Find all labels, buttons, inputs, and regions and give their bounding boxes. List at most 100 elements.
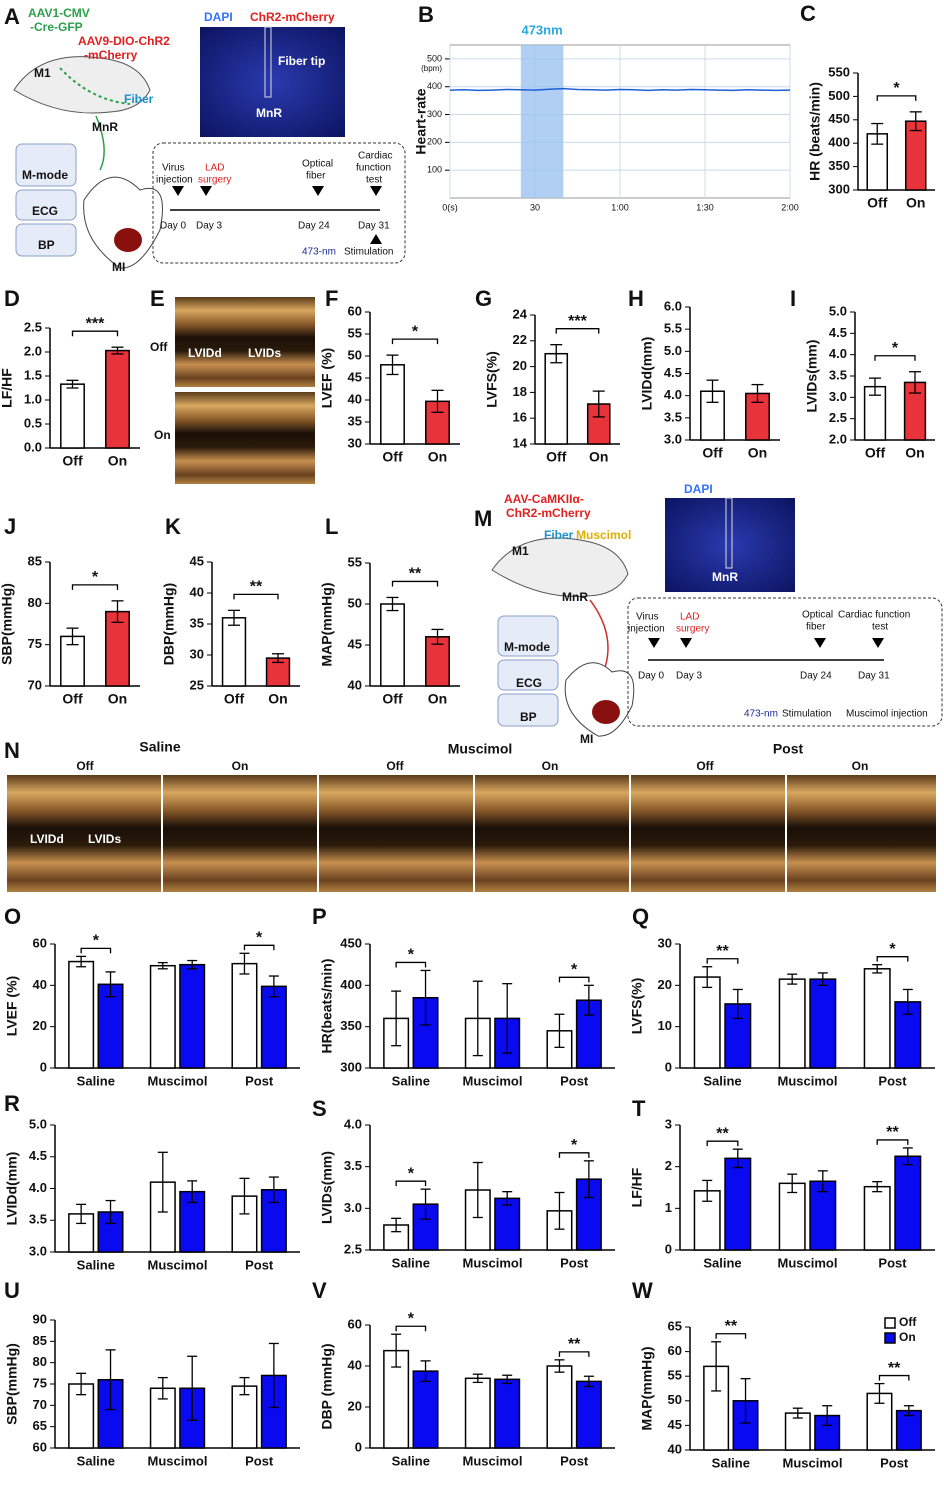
y-tick-label: 3.0 (344, 1200, 362, 1215)
label: MnR (256, 106, 282, 120)
bar (97, 983, 124, 1069)
y-tick-label: 85 (33, 1333, 47, 1348)
y-tick-label: 24 (513, 306, 528, 321)
condition-label: On (542, 759, 559, 773)
y-tick-label: 3.5 (829, 367, 847, 382)
significance-bracket (395, 1325, 427, 1332)
significance-bracket (558, 1152, 590, 1158)
label: LAD (680, 612, 699, 623)
label: Cardiac function (838, 610, 910, 621)
significance: * (93, 933, 100, 950)
y-tick-label: 60 (348, 1316, 362, 1331)
x-tick-label: Post (245, 1257, 274, 1272)
panel-letter: N (4, 738, 20, 763)
label: test (366, 175, 382, 186)
stimulation-label: 473nm (521, 22, 562, 37)
x-tick-label: 1:00 (611, 202, 629, 212)
significance: * (892, 340, 899, 357)
panel-letter: V (312, 1278, 327, 1303)
x-tick-label: Saline (77, 1453, 115, 1468)
x-tick-label: Muscimol (778, 1073, 838, 1088)
y-tick-label: 45 (668, 1417, 682, 1432)
significance-bracket (558, 976, 590, 983)
bar (863, 968, 891, 1069)
bar (221, 617, 247, 687)
bar (494, 1197, 521, 1251)
x-tick-label: Off (224, 691, 245, 707)
infarct (114, 228, 142, 252)
label: -mCherry (84, 48, 138, 62)
condition-label: Off (386, 759, 404, 773)
y-tick-label: 0.0 (24, 439, 42, 454)
label: LAD (205, 163, 224, 174)
y-tick-label: 55 (348, 554, 362, 569)
x-tick-label: Saline (703, 1073, 741, 1088)
label: LVIDd (188, 346, 222, 360)
x-tick-label: Saline (392, 1073, 430, 1088)
y-tick-label: 22 (513, 332, 527, 347)
y-tick-label: 300 (340, 1059, 362, 1074)
label: surgery (676, 624, 709, 635)
panel-letter: I (790, 286, 796, 311)
significance: ** (886, 1124, 899, 1141)
significance: * (408, 1165, 415, 1182)
label: MnR (562, 590, 588, 604)
y-tick-label: 18 (513, 384, 527, 399)
y-tick-label: 2.0 (829, 431, 847, 446)
x-tick-label: 0(s) (442, 202, 458, 212)
bar (778, 978, 806, 1069)
significance-bracket (71, 584, 119, 590)
y-tick-label: 30 (190, 646, 204, 661)
y-tick-label: 45 (348, 369, 362, 384)
y-tick-label: 3.0 (29, 1243, 47, 1258)
panel-letter: E (150, 286, 165, 311)
significance-bracket (706, 1140, 739, 1147)
y-tick-label: 4.5 (664, 365, 682, 380)
y-tick-label: 300 (828, 181, 850, 196)
significance: * (408, 1310, 415, 1327)
y-tick-label: 0 (40, 1059, 47, 1074)
y-tick-label: 3.5 (664, 409, 682, 424)
micrograph (665, 498, 795, 592)
label: BP (520, 710, 537, 724)
y-tick-label: 450 (828, 111, 850, 126)
y-axis-label: LF/HF (629, 1167, 645, 1207)
panel-letter: K (165, 514, 181, 539)
significance-bracket (878, 1374, 910, 1381)
legend-swatch (884, 1317, 896, 1329)
label: LVIDd (30, 832, 64, 846)
significance: * (889, 941, 896, 958)
x-tick-label: Muscimol (148, 1073, 208, 1088)
box (15, 223, 77, 257)
label: MnR (92, 120, 118, 134)
x-tick-label: On (428, 691, 447, 707)
y-tick-label: 0 (355, 1439, 362, 1454)
panel-letter: J (4, 514, 16, 539)
infarct (592, 700, 620, 724)
y-tick-label: 1.0 (24, 391, 42, 406)
y-axis-label: DBP (mmHg) (319, 1343, 335, 1429)
y-tick-label: 4.5 (29, 1148, 47, 1163)
label: ChR2-mCherry (250, 10, 335, 24)
panel-letter: A (4, 4, 20, 29)
panel-letter: F (325, 286, 338, 311)
y-tick-label: 3.5 (344, 1158, 362, 1173)
significance: ** (250, 579, 263, 596)
fiber-track (264, 26, 272, 98)
label: Stimulation (344, 247, 393, 258)
x-tick-label: Saline (77, 1073, 115, 1088)
condition-label: On (232, 759, 249, 773)
label: M1 (34, 66, 51, 80)
label: Day 3 (196, 221, 223, 232)
stimulation-window (520, 45, 564, 198)
y-tick-label: 16 (513, 410, 527, 425)
y-axis-label: Heart-rate (413, 88, 429, 154)
bar (575, 1380, 602, 1449)
x-tick-label: Post (878, 1255, 907, 1270)
condition-label: Off (696, 759, 714, 773)
y-axis-label: LVIDd(mm) (639, 337, 655, 411)
bar (863, 1185, 891, 1251)
y-tick-label: 20 (33, 1018, 47, 1033)
y-tick-label: 50 (348, 595, 362, 610)
significance: ** (725, 1318, 738, 1335)
